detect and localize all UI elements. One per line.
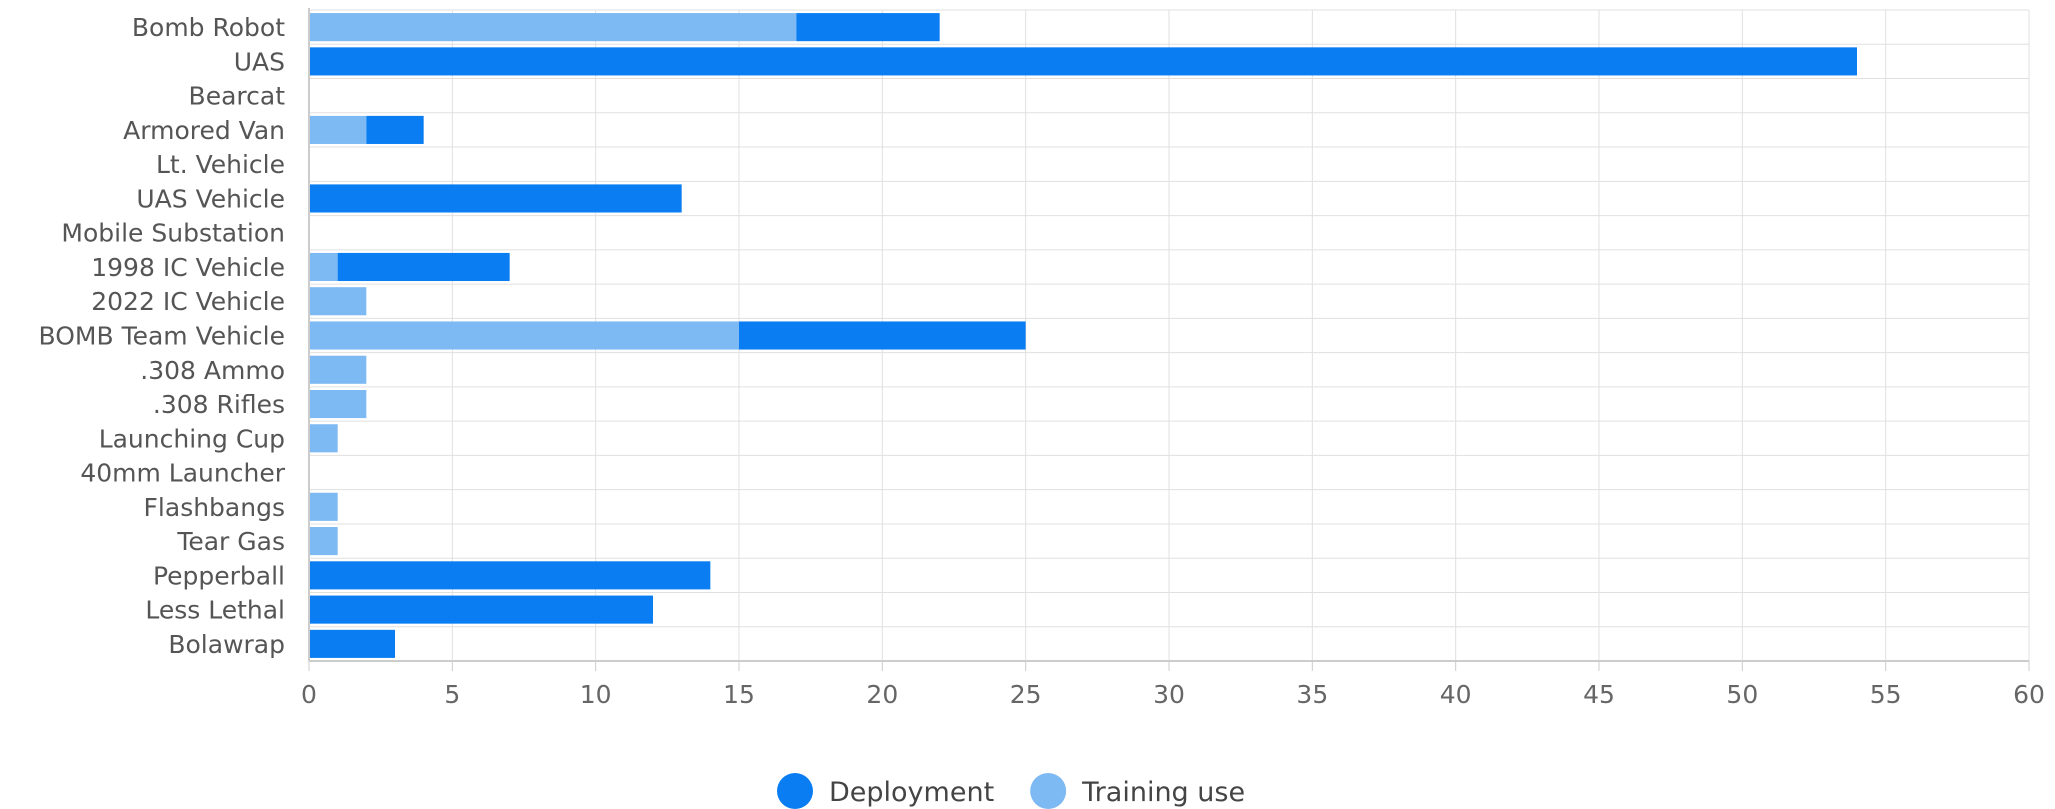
legend-marker[interactable] <box>777 773 813 809</box>
x-tick-label: 15 <box>723 680 755 709</box>
x-tick-label: 5 <box>444 680 460 709</box>
legend[interactable]: Deployment Training use <box>777 773 1245 809</box>
category-label: 1998 IC Vehicle <box>91 253 285 282</box>
bar-segment[interactable] <box>739 321 1026 350</box>
legend-label[interactable]: Deployment <box>829 777 994 808</box>
bar-segment[interactable] <box>309 321 739 350</box>
category-label: Flashbangs <box>144 493 285 522</box>
category-label: .308 Rifles <box>153 390 285 419</box>
x-tick-label: 35 <box>1296 680 1328 709</box>
category-label: UAS Vehicle <box>136 184 285 213</box>
x-tick-label: 50 <box>1726 680 1758 709</box>
axes <box>308 8 2030 671</box>
bar-segment[interactable] <box>309 629 395 658</box>
x-tick-label: 20 <box>866 680 898 709</box>
bar-segment[interactable] <box>309 527 338 556</box>
bar-segment[interactable] <box>309 561 711 590</box>
bar-segment[interactable] <box>309 184 682 213</box>
bar-segment[interactable] <box>309 47 1857 76</box>
bar-segment[interactable] <box>309 492 338 521</box>
x-tick-label: 30 <box>1153 680 1185 709</box>
category-label: Less Lethal <box>145 596 285 625</box>
x-tick-label: 25 <box>1010 680 1042 709</box>
category-label: 2022 IC Vehicle <box>91 287 285 316</box>
bar-segment[interactable] <box>337 252 510 282</box>
category-label: BOMB Team Vehicle <box>39 322 285 351</box>
category-label: Launching Cup <box>99 424 285 453</box>
category-label: Tear Gas <box>176 527 285 556</box>
category-labels: Bomb Robot UAS Bearcat Armored Van Lt. Vehic… <box>39 13 286 659</box>
bar-segment[interactable] <box>309 389 367 419</box>
legend-label[interactable]: Training use <box>1081 777 1245 808</box>
x-tick-label: 10 <box>580 680 612 709</box>
category-label: Mobile Substation <box>61 219 285 248</box>
x-tick-label: 55 <box>1870 680 1902 709</box>
bar-segment[interactable] <box>366 115 424 144</box>
x-tick-labels: 0 5 10 15 20 25 30 35 40 45 50 55 60 <box>301 680 2045 709</box>
bar-segment[interactable] <box>309 115 367 144</box>
bars <box>309 13 1857 658</box>
category-label: .308 Ammo <box>140 356 285 385</box>
bar-segment[interactable] <box>309 252 338 282</box>
bar-segment[interactable] <box>796 13 940 42</box>
category-label: Bearcat <box>189 82 286 111</box>
x-tick-label: 60 <box>2013 680 2045 709</box>
grid-lines <box>309 9 2030 662</box>
bar-segment[interactable] <box>309 424 338 453</box>
category-label: Armored Van <box>123 116 285 145</box>
bar-segment[interactable] <box>309 595 653 624</box>
category-label: 40mm Launcher <box>80 459 285 488</box>
category-label: Bomb Robot <box>132 13 285 42</box>
category-label: Bolawrap <box>168 630 285 659</box>
x-tick-label: 40 <box>1440 680 1472 709</box>
category-label: UAS <box>234 47 285 76</box>
category-label: Pepperball <box>153 561 285 590</box>
category-label: Lt. Vehicle <box>156 150 285 179</box>
x-tick-label: 0 <box>301 680 317 709</box>
bar-segment[interactable] <box>309 287 367 316</box>
bar-segment[interactable] <box>309 355 367 384</box>
x-tick-label: 45 <box>1583 680 1615 709</box>
bar-segment[interactable] <box>309 13 797 42</box>
legend-marker[interactable] <box>1030 773 1067 809</box>
